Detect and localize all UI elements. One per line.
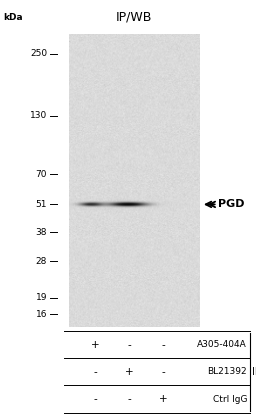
Text: 38: 38 <box>36 228 47 237</box>
Text: kDa: kDa <box>4 13 23 22</box>
Text: 250: 250 <box>30 49 47 58</box>
Text: +: + <box>125 367 133 377</box>
Text: 70: 70 <box>36 170 47 179</box>
Text: 130: 130 <box>30 111 47 120</box>
Text: -: - <box>127 340 131 349</box>
Text: 19: 19 <box>36 293 47 303</box>
Text: PGD: PGD <box>218 199 244 210</box>
Text: 28: 28 <box>36 257 47 266</box>
Text: -: - <box>93 394 97 404</box>
Text: IP: IP <box>252 367 256 377</box>
Text: +: + <box>91 340 100 349</box>
Text: Ctrl IgG: Ctrl IgG <box>212 395 247 403</box>
Text: +: + <box>159 394 167 404</box>
Text: IP/WB: IP/WB <box>116 10 153 23</box>
Text: -: - <box>93 367 97 377</box>
Text: -: - <box>161 340 165 349</box>
Text: 51: 51 <box>36 200 47 209</box>
Text: BL21392: BL21392 <box>207 367 247 376</box>
Text: 16: 16 <box>36 310 47 319</box>
Text: -: - <box>161 367 165 377</box>
Text: A305-404A: A305-404A <box>197 340 247 349</box>
Text: -: - <box>127 394 131 404</box>
